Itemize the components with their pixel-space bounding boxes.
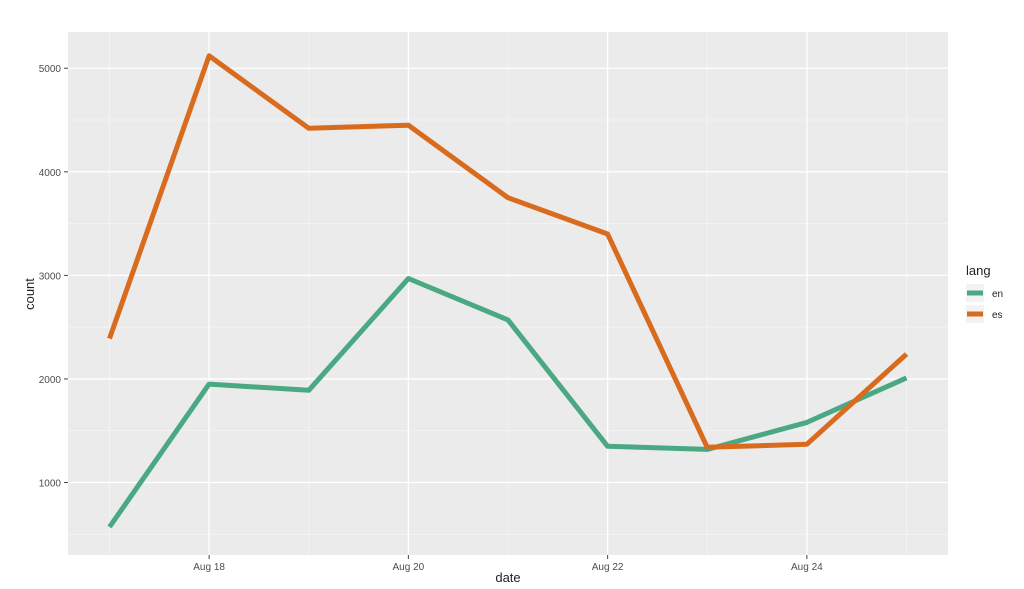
legend-label-es: es [992, 310, 1003, 321]
x-axis-title: date [495, 570, 520, 585]
y-tick-label: 3000 [39, 271, 62, 282]
x-tick-label: Aug 24 [791, 562, 823, 573]
x-tick-label: Aug 18 [193, 562, 225, 573]
legend-title: lang [966, 263, 991, 278]
major-gridlines [68, 32, 948, 555]
y-tick-label: 4000 [39, 168, 62, 179]
y-axis-title: count [22, 278, 37, 310]
series-line-en [107, 276, 908, 529]
y-tick-label: 2000 [39, 375, 62, 386]
x-axis: Aug 18 Aug 20 Aug 22 Aug 24 [193, 555, 823, 573]
series-lines [107, 53, 909, 529]
legend: lang en es [966, 263, 1003, 323]
x-tick-label: Aug 22 [592, 562, 624, 573]
minor-gridlines [68, 32, 948, 555]
y-tick-label: 5000 [39, 64, 62, 75]
legend-label-en: en [992, 289, 1003, 300]
series-line-es [107, 53, 909, 450]
x-tick-label: Aug 20 [393, 562, 425, 573]
y-tick-label: 1000 [39, 479, 62, 490]
y-axis: 1000 2000 3000 4000 5000 [39, 64, 68, 490]
